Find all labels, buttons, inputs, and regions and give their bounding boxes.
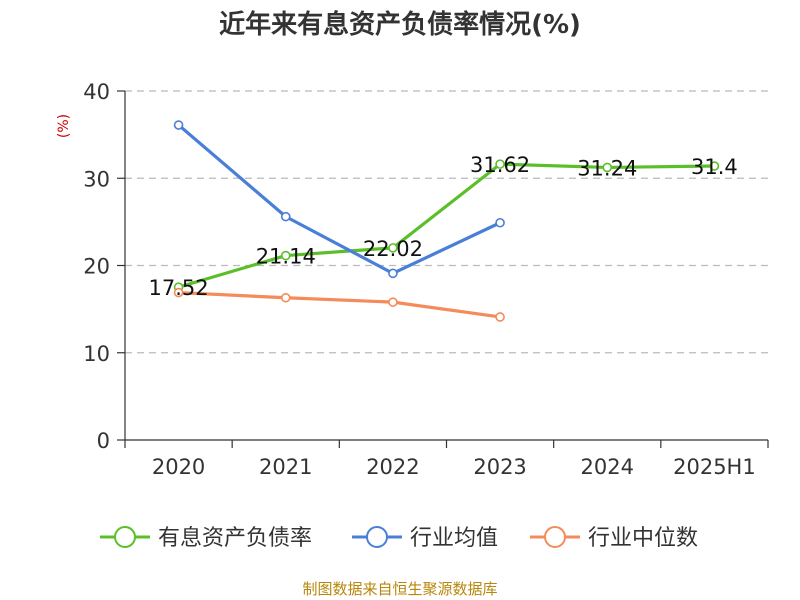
chart-title: 近年来有息资产负债率情况(%) — [219, 9, 581, 40]
x-tick-label: 2024 — [581, 455, 634, 479]
legend-label: 有息资产负债率 — [158, 526, 312, 551]
x-tick-labels: 2020 2021 2022 2023 2024 2025H1 — [152, 455, 756, 479]
axes — [117, 90, 769, 448]
data-point — [280, 292, 291, 303]
data-point — [495, 217, 505, 228]
data-point — [709, 161, 720, 171]
legend-item: 行业中位数 — [530, 526, 698, 551]
y-tick-label: 10 — [83, 342, 110, 366]
data-label: 21.14 — [256, 245, 316, 269]
y-tick-labels: 0 10 20 30 40 — [83, 80, 110, 453]
series-line — [177, 123, 501, 275]
data-point — [280, 211, 291, 222]
data-labels: 17.52 21.14 22.02 31.62 31.24 31.4 — [149, 153, 738, 300]
x-tick-label: 2022 — [366, 455, 419, 479]
legend-label: 行业中位数 — [588, 526, 698, 551]
series-line — [178, 290, 501, 319]
series-line — [178, 162, 715, 289]
legend-marker — [114, 526, 136, 548]
y-axis-label: (%) — [56, 114, 72, 138]
data-point — [602, 162, 613, 173]
gridlines — [125, 90, 768, 354]
y-tick-label: 0 — [97, 429, 110, 453]
legend-label: 行业均值 — [410, 526, 498, 551]
y-tick-label: 40 — [83, 80, 110, 104]
legend: 有息资产负债率 行业均值 行业中位数 — [100, 526, 698, 551]
data-point — [280, 250, 291, 261]
legend-item: 行业均值 — [352, 526, 498, 551]
data-label: 31.24 — [577, 156, 637, 180]
data-label: 22.02 — [363, 237, 423, 261]
data-label: 31.62 — [470, 153, 530, 177]
series-2 — [173, 120, 505, 279]
x-tick-label: 2025H1 — [673, 455, 756, 479]
data-point — [388, 243, 398, 253]
data-point — [173, 120, 184, 130]
legend-item: 有息资产负债率 — [100, 526, 312, 551]
data-point — [173, 287, 184, 298]
x-tick-label: 2023 — [473, 455, 526, 479]
y-tick-label: 30 — [83, 167, 110, 191]
series-lines — [173, 120, 720, 322]
y-tick-label: 20 — [83, 255, 110, 279]
data-label: 31.4 — [691, 155, 738, 179]
data-point — [388, 268, 398, 279]
series-3 — [173, 287, 505, 322]
source-note: 制图数据来自恒生聚源数据库 — [302, 580, 497, 598]
series-1 — [173, 159, 720, 292]
data-point — [388, 297, 398, 307]
legend-marker — [544, 526, 566, 548]
x-tick-label: 2020 — [152, 455, 205, 479]
x-tick-label: 2021 — [259, 455, 312, 479]
data-label: 17.52 — [149, 276, 209, 300]
data-point — [495, 312, 505, 322]
legend-marker — [366, 526, 388, 548]
data-point — [495, 159, 505, 169]
